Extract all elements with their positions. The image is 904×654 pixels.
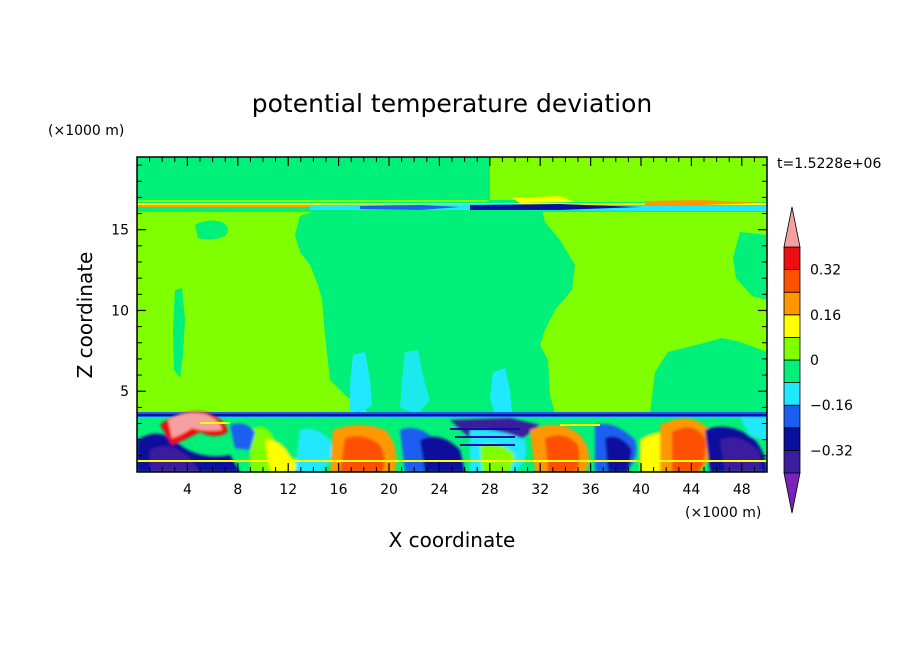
colorbar-segment [783,404,801,429]
colorbar-label: −0.32 [810,443,853,459]
field-shear-layer-top [137,196,767,212]
y-ticks: 5 10 15 [111,164,767,457]
x-tick-label: 8 [233,482,242,498]
x-tick-label: 4 [183,482,192,498]
x-ticks: 4 8 12 16 20 24 28 32 36 40 44 48 [149,157,755,498]
colorbar-label: 0.16 [810,308,841,324]
x-tick-label: 32 [531,482,549,498]
colorbar-segment [783,314,801,338]
colorbar-segment [783,449,801,474]
x-tick-label: 48 [733,482,751,498]
y-unit-label: (×1000 m) [48,123,124,139]
x-tick-label: 20 [380,482,398,498]
x-tick-label: 28 [481,482,499,498]
x-tick-label: 12 [279,482,297,498]
colorbar-segment [783,246,801,271]
y-axis-label: Z coordinate [73,252,97,379]
colorbar-segment [783,269,801,293]
x-tick-label: 16 [330,482,348,498]
colorbar-segment [783,427,801,451]
y-tick-label: 5 [120,384,129,400]
field-boundary-layer [137,411,767,472]
x-tick-label: 44 [682,482,700,498]
x-tick-label: 24 [430,482,448,498]
colorbar-segment [783,359,801,384]
colorbar-extend-min [783,472,801,514]
x-tick-label: 40 [632,482,650,498]
time-label: t=1.5228e+06 [777,156,881,172]
colorbar-extend-max [783,206,801,248]
field-boundary-layer-streaks [137,422,767,462]
field-cyan-plumes [350,350,512,414]
colorbar-segment [783,382,801,406]
y-tick-label: 10 [111,303,129,319]
colorbar-segment [783,291,801,316]
x-tick-label: 36 [582,482,600,498]
x-unit-label: (×1000 m) [685,505,761,521]
colorbar-label: 0.32 [810,263,841,279]
x-axis-label: X coordinate [389,528,516,552]
colorbar: 0.32 0.16 0 −0.16 −0.32 [783,206,853,514]
colorbar-label: −0.16 [810,398,853,414]
chart-title: potential temperature deviation [252,89,652,118]
colorbar-segment [783,336,801,361]
y-tick-label: 15 [111,223,129,239]
plot-field [137,157,767,472]
colorbar-label: 0 [810,353,819,369]
